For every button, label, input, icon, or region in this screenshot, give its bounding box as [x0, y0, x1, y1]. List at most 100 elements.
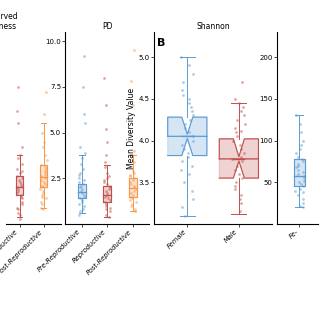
Point [81, 181, 86, 186]
Point [295, 161, 300, 166]
Point [187, 96, 192, 101]
Bar [129, 178, 137, 196]
Point [79, 199, 84, 204]
Point [44, 157, 49, 163]
Point [190, 134, 195, 139]
Point [42, 139, 47, 144]
Point [102, 178, 107, 183]
Point [292, 188, 298, 193]
Point [106, 174, 111, 179]
Point [20, 161, 25, 166]
Point [297, 146, 302, 151]
Point [15, 207, 20, 212]
Point [240, 105, 245, 110]
Point [131, 178, 136, 183]
Point [295, 155, 300, 160]
Point [14, 185, 20, 190]
Point [240, 159, 245, 164]
Point [128, 79, 133, 84]
Point [299, 142, 304, 147]
Point [128, 181, 133, 186]
Point [20, 176, 25, 181]
Point [103, 203, 108, 208]
Point [239, 80, 244, 85]
Point [296, 180, 301, 185]
Point [188, 117, 193, 122]
Point [20, 145, 25, 150]
Point [129, 152, 134, 157]
Point [20, 199, 25, 204]
Point [190, 138, 195, 143]
Point [108, 198, 113, 203]
Point [128, 174, 133, 179]
Point [78, 170, 83, 175]
Point [187, 130, 192, 135]
Point [41, 145, 46, 150]
Point [77, 176, 82, 181]
Point [82, 150, 87, 155]
Point [235, 117, 240, 122]
Point [301, 173, 306, 178]
Point [15, 156, 20, 161]
Point [180, 92, 185, 97]
Point [41, 180, 46, 185]
Point [16, 84, 21, 89]
Y-axis label: Mean Diversity Value: Mean Diversity Value [127, 87, 136, 169]
Point [299, 130, 304, 135]
Point [17, 180, 22, 185]
Point [231, 138, 236, 143]
Point [236, 171, 241, 176]
Bar [16, 176, 23, 195]
Point [181, 146, 186, 151]
Point [128, 194, 133, 199]
Point [42, 176, 47, 181]
Point [300, 196, 306, 202]
Point [296, 171, 301, 176]
Point [42, 172, 47, 177]
Point [131, 183, 136, 188]
Point [187, 100, 192, 106]
Point [130, 103, 135, 108]
Point [129, 201, 134, 206]
Point [104, 212, 109, 217]
Point [293, 113, 298, 118]
Point [39, 178, 44, 183]
Point [16, 188, 21, 194]
Point [297, 203, 302, 208]
Point [132, 170, 137, 175]
Point [18, 181, 23, 186]
Point [76, 172, 81, 177]
Point [103, 152, 108, 157]
Point [234, 163, 239, 168]
Point [42, 112, 47, 117]
Point [77, 209, 83, 214]
Point [17, 178, 22, 183]
Point [297, 121, 302, 126]
Point [15, 174, 20, 179]
Point [128, 198, 133, 203]
Point [237, 196, 243, 202]
Point [40, 207, 45, 212]
Point [108, 205, 113, 210]
Point [301, 205, 306, 210]
Point [19, 183, 24, 188]
Point [190, 113, 195, 118]
Point [232, 96, 237, 101]
Point [293, 165, 299, 170]
Point [103, 165, 108, 170]
Point [183, 125, 188, 131]
Point [43, 167, 48, 172]
Point [127, 180, 132, 185]
Point [299, 156, 304, 162]
Point [78, 161, 83, 166]
Point [301, 138, 306, 143]
Point [239, 176, 244, 181]
Point [243, 121, 248, 126]
Point [238, 128, 244, 133]
Point [232, 186, 237, 191]
Polygon shape [219, 159, 259, 178]
Point [14, 205, 20, 210]
Point [81, 203, 86, 208]
Point [14, 167, 19, 172]
Point [108, 185, 113, 190]
